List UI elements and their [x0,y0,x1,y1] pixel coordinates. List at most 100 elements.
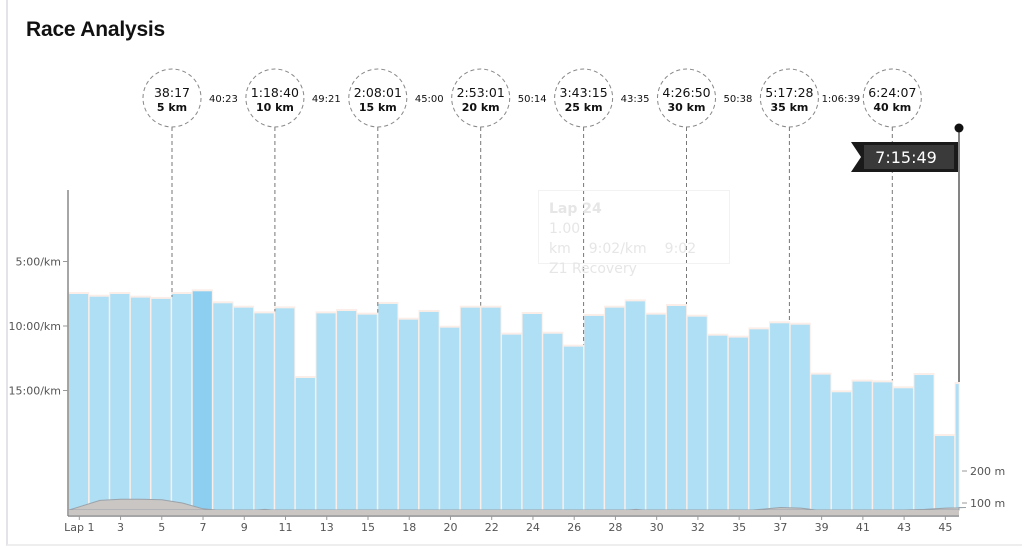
pace-bar [398,319,419,510]
pace-bar [192,291,212,510]
x-tick-label: 28 [608,521,622,534]
marker-distance: 30 km [668,101,706,114]
x-tick-label: 43 [897,521,911,534]
pace-bar [955,384,959,510]
pace-bar [563,346,583,510]
km-marker-circle [348,68,408,128]
pace-bar [440,327,460,510]
split-time: 43:35 [621,94,650,105]
pace-bar [172,294,192,510]
split-time: 45:00 [415,94,444,105]
x-tick-label: 13 [320,521,334,534]
km-marker-circle [451,68,511,128]
pace-bar [151,298,171,510]
marker-time: 4:26:50 [662,85,710,100]
x-tick-label: 11 [279,521,293,534]
pace-bar [790,324,810,510]
x-tick-label: 3 [117,521,124,534]
flag-inner [864,145,954,169]
marker-time: 3:43:15 [560,85,608,100]
elevation-base [69,510,959,515]
pace-bar [708,335,728,510]
tooltip-time: 9:02 [664,241,697,257]
marker-distance: 35 km [770,101,808,114]
x-tick-label: Lap 1 [64,521,94,534]
pace-bar [605,307,625,510]
x-tick-label: 7 [200,521,207,534]
page-title: Race Analysis [26,18,166,41]
y-tick-label: 10:00/km [9,320,62,333]
marker-distance: 15 km [359,101,397,114]
tooltip-distance: 1.00 km [549,221,581,257]
pace-bar [935,436,955,510]
chart-frame [6,0,1022,546]
pace-bar [646,314,666,510]
pace-bar [502,334,522,510]
x-tick-label: 30 [650,521,664,534]
y-tick-label: 15:00/km [9,385,62,398]
marker-time: 38:17 [154,85,190,100]
pace-bar [914,375,934,510]
x-tick-label: 22 [485,521,499,534]
split-time: 40:23 [209,94,238,105]
pace-bar [481,307,501,510]
km-marker-circle [554,68,614,128]
y-tick-label: 5:00/km [16,256,62,269]
pace-bar [831,392,852,510]
x-tick-label: 26 [567,521,581,534]
pace-bar [728,337,748,510]
marker-time: 2:53:01 [457,85,505,100]
split-time: 49:21 [312,94,341,105]
km-marker-circle [862,68,922,128]
marker-time: 1:18:40 [251,85,299,100]
split-time: 1:06:39 [822,94,861,105]
marker-distance: 25 km [565,101,603,114]
km-marker-circle [759,68,819,128]
tooltip-pace: 9:02/km [588,241,647,257]
split-time: 50:14 [518,94,547,105]
marker-time: 6:24:07 [868,85,916,100]
lap-tooltip: Lap 24 1.00 km 9:02/km 9:02 Z1 Recovery [538,190,730,277]
pace-bar [316,313,336,510]
pace-bar [357,314,377,510]
y2-tick-label: 200 m [970,465,1005,478]
pace-bar [687,316,707,510]
pace-bar [460,307,480,510]
x-tick-label: 5 [158,521,165,534]
pace-bar [852,381,872,510]
pace-bar [295,377,315,510]
finish-pole-dot [954,123,964,133]
x-tick-label: 41 [856,521,870,534]
x-tick-label: 20 [443,521,457,534]
pace-bar [233,307,254,510]
pace-bar [625,301,645,510]
finish-flag: 7:15:49 [851,123,964,382]
x-tick-label: 45 [938,521,952,534]
marker-distance: 10 km [256,101,294,114]
x-tick-label: 39 [815,521,829,534]
pace-bar [419,311,439,510]
tooltip-zone: Z1 Recovery [549,261,637,277]
pace-bar [110,294,130,510]
pace-bar [543,333,563,510]
marker-time: 2:08:01 [354,85,402,100]
km-marker-circle [142,68,202,128]
pace-bar [873,382,893,510]
pace-bar [254,313,274,510]
km-marker-circle [245,68,305,128]
pace-bar [522,314,542,510]
pace-bar [275,308,295,510]
pace-bar [770,323,790,510]
finish-time: 7:15:49 [875,148,937,167]
pace-bar [584,315,604,510]
marker-distance: 5 km [157,101,187,114]
marker-distance: 40 km [873,101,911,114]
y2-tick-label: 100 m [970,497,1005,510]
pace-bar [337,311,357,510]
pace-bar [893,388,913,510]
pace-bar [69,294,89,510]
x-tick-label: 24 [526,521,540,534]
x-tick-label: 18 [402,521,416,534]
pace-bar [213,303,233,510]
